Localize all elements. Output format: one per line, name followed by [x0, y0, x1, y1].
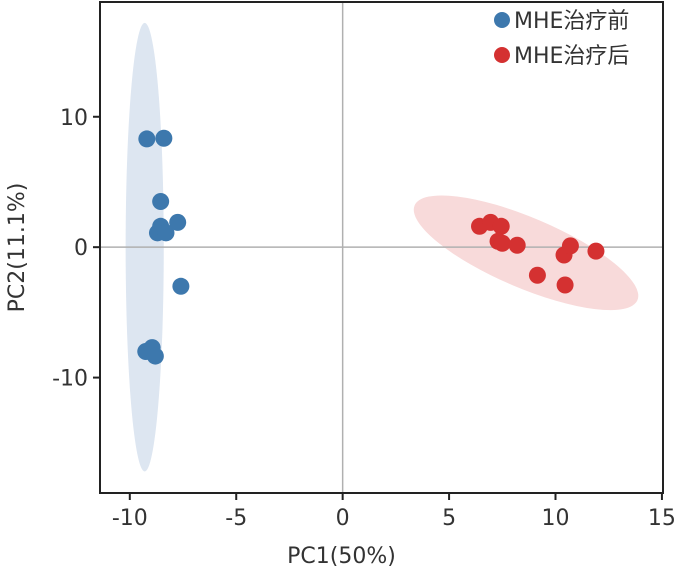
data-point	[169, 213, 187, 231]
y-tick-label: 0	[74, 236, 88, 261]
y-axis-label: PC2(11.1%)	[5, 183, 30, 313]
x-tick-label: -10	[112, 506, 148, 531]
data-point	[146, 347, 164, 365]
legend-marker-before	[494, 12, 510, 28]
data-point	[587, 242, 605, 260]
data-point	[152, 193, 170, 211]
data-point	[508, 236, 526, 254]
data-point	[528, 266, 546, 284]
x-tick-label: 15	[648, 506, 676, 531]
y-tick-label: -10	[52, 367, 88, 392]
x-tick-label: 10	[542, 506, 570, 531]
x-tick-label: 5	[442, 506, 456, 531]
legend-label-before: MHE治疗前	[514, 9, 629, 34]
legend-label-after: MHE治疗后	[514, 44, 629, 69]
data-point	[561, 237, 579, 255]
data-point	[157, 224, 175, 242]
x-tick-label: 0	[336, 506, 350, 531]
legend: MHE治疗前 MHE治疗后	[494, 9, 629, 69]
data-point	[493, 234, 511, 252]
data-point	[138, 130, 156, 148]
data-points	[137, 129, 605, 365]
x-tick-label: -5	[225, 506, 247, 531]
data-point	[556, 276, 574, 294]
y-tick-label: 10	[60, 106, 88, 131]
confidence-ellipse-1	[413, 195, 639, 311]
axis-ticks: -10 -5 0 5 10 15 -10 0 10	[52, 106, 676, 531]
data-point	[155, 129, 173, 147]
x-axis-label: PC1(50%)	[287, 544, 396, 569]
legend-marker-after	[494, 47, 510, 63]
data-point	[172, 277, 190, 295]
data-point	[492, 217, 510, 235]
